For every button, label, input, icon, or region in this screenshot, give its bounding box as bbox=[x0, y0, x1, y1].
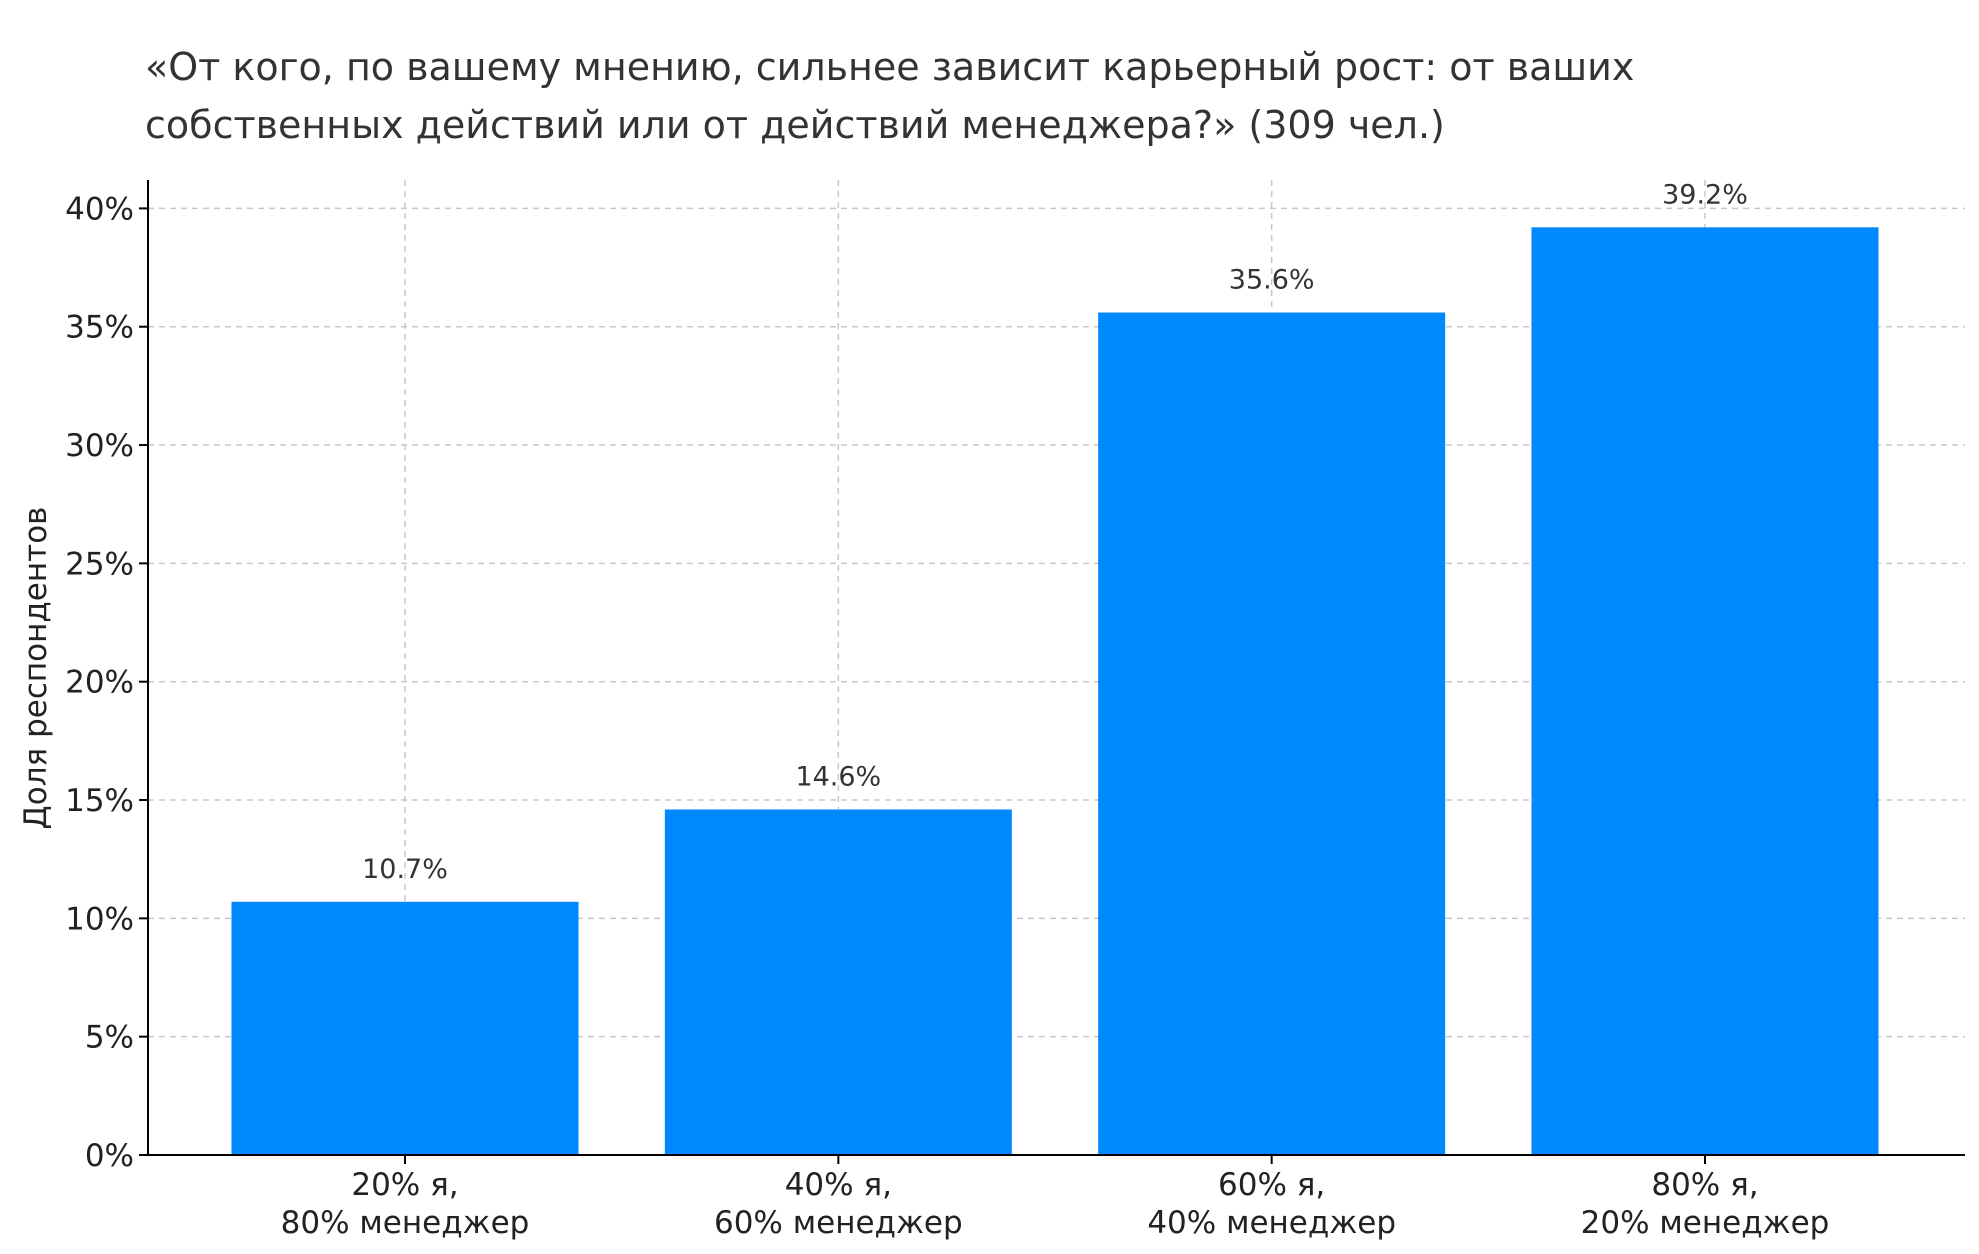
x-tick-label: 40% менеджер bbox=[1147, 1205, 1396, 1241]
bar bbox=[1098, 312, 1446, 1155]
y-tick-label: 35% bbox=[65, 310, 134, 346]
data-label: 39.2% bbox=[1662, 179, 1748, 210]
y-tick-label: 5% bbox=[85, 1020, 134, 1056]
chart-title: «От кого, по вашему мнению, сильнее зави… bbox=[145, 38, 1925, 154]
y-tick-label: 40% bbox=[65, 191, 134, 227]
bar bbox=[231, 901, 579, 1155]
x-tick-label: 80% менеджер bbox=[281, 1205, 530, 1241]
data-label: 10.7% bbox=[362, 854, 448, 885]
bar bbox=[664, 809, 1012, 1155]
y-tick-label: 10% bbox=[65, 901, 134, 937]
bar bbox=[1531, 227, 1879, 1156]
data-label: 35.6% bbox=[1229, 265, 1315, 296]
y-tick-label: 15% bbox=[65, 783, 134, 819]
y-tick-label: 25% bbox=[65, 546, 134, 582]
y-tick-label: 30% bbox=[65, 428, 134, 464]
x-tick-label: 20% менеджер bbox=[1581, 1205, 1830, 1241]
y-axis-label: Доля респондентов bbox=[18, 507, 54, 830]
data-label: 14.6% bbox=[795, 761, 881, 792]
x-tick-label: 20% я, bbox=[351, 1167, 458, 1203]
chart-title-line-2: собственных действий или от действий мен… bbox=[145, 103, 1445, 147]
x-tick-label: 60% я, bbox=[1218, 1167, 1325, 1203]
y-tick-label: 0% bbox=[85, 1138, 134, 1174]
chart-title-line-1: «От кого, по вашему мнению, сильнее зави… bbox=[145, 45, 1635, 89]
x-tick-label: 40% я, bbox=[785, 1167, 892, 1203]
x-tick-label: 60% менеджер bbox=[714, 1205, 963, 1241]
x-tick-label: 80% я, bbox=[1651, 1167, 1758, 1203]
y-tick-label: 20% bbox=[65, 665, 134, 701]
